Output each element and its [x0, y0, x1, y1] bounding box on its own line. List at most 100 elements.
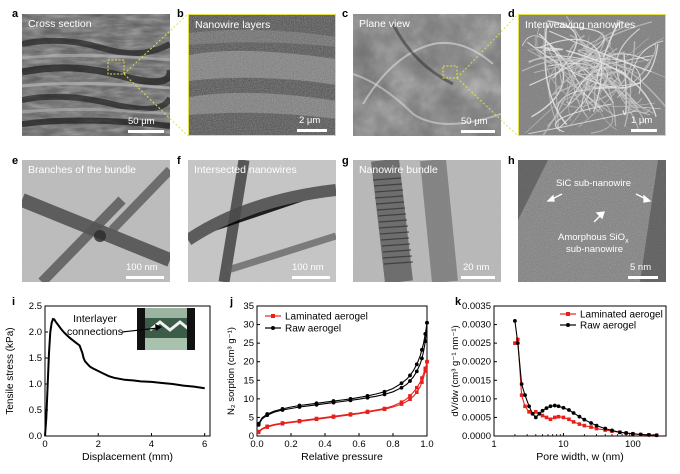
sic-label: SiC sub-nanowire: [556, 178, 631, 189]
nanowire-strand: [550, 47, 601, 62]
data-point: [420, 376, 424, 380]
x-tick-label: 0.2: [284, 439, 297, 450]
panel-label-h: h: [508, 155, 515, 167]
data-point: [548, 417, 553, 422]
data-point: [552, 403, 557, 408]
data-point: [265, 424, 269, 429]
y-tick-label: 0.0025: [462, 338, 491, 349]
scale-text-d: 1 μm: [631, 115, 653, 126]
scale-bar-c: [461, 130, 495, 133]
nanowire-strand: [527, 41, 659, 89]
panel-d-title: Interweaving nanowires: [525, 19, 636, 31]
data-point: [556, 404, 561, 409]
nanowire-strand: [548, 30, 652, 73]
panel-label-b: b: [177, 8, 184, 20]
micrograph-a-cross-section: Cross section 50 μm: [22, 14, 170, 136]
sio2-label-line2: sub-nanowire: [566, 244, 624, 255]
nanowire-strand: [543, 24, 656, 107]
micrograph-g-bundle: Nanowire bundle 20 nm: [353, 160, 501, 282]
data-point: [594, 423, 599, 428]
data-point: [552, 415, 557, 420]
sio2-label-line1: Amorphous SiOx: [558, 232, 629, 245]
inset-photo-bottom: [137, 338, 195, 350]
y-tick-label: 0.0030: [462, 320, 491, 331]
data-point: [617, 430, 622, 435]
data-point: [256, 421, 261, 426]
x-tick-label: 2: [96, 439, 101, 450]
data-point: [523, 393, 527, 398]
y-tick-label: 1.0: [29, 379, 42, 390]
y-tick-label: 35: [243, 301, 254, 312]
data-point: [399, 381, 404, 386]
data-point: [594, 426, 599, 431]
data-point: [567, 408, 571, 412]
scale-text-c: 50 μm: [461, 116, 488, 127]
x-axis-label: Pore width, w (nm): [536, 451, 624, 463]
data-point: [519, 393, 524, 397]
data-point: [280, 421, 285, 425]
data-point: [415, 385, 419, 390]
data-point: [577, 414, 582, 419]
data-point: [415, 390, 419, 394]
x-tick-label: 1.0: [420, 439, 433, 450]
data-point: [297, 403, 302, 408]
data-point: [523, 404, 527, 409]
data-point: [544, 406, 549, 411]
nanowire-strand: [603, 35, 619, 64]
data-point: [348, 396, 353, 401]
y-axis-label: Tensile stress (kPa): [5, 327, 16, 414]
data-point: [556, 414, 561, 419]
micrograph-c-plane-view: Plane view 50 μm: [353, 14, 501, 136]
interweaving-nanowires-texture: [519, 15, 665, 135]
chart-k-pore: 1 10 100 0.0000 0.0005 0.0010 0.0015 0.0020 0.00…: [450, 301, 667, 463]
intersected-texture: [188, 160, 336, 282]
scale-bar-b: [297, 129, 327, 132]
y-tick-label: 0.0015: [462, 375, 491, 386]
y-tick-label: 5: [249, 412, 254, 423]
x-tick-label: 6: [202, 439, 207, 450]
legend-label: Laminated aerogel: [285, 312, 368, 323]
y-tick-label: 0.0010: [462, 394, 491, 405]
nanowire-strand: [577, 55, 654, 76]
x-tick-label: 10: [558, 439, 569, 450]
nanowire-layers-texture: [189, 15, 335, 135]
nanowire-strand: [525, 55, 611, 134]
scale-bar-g: [461, 276, 495, 279]
data-point: [399, 402, 404, 406]
sio2-label-main: Amorphous SiO: [558, 232, 626, 243]
x-tick-label: 4: [149, 439, 154, 450]
chart-j-sorption: 0.0 0.2 0.4 0.6 0.8 1.0 0 5 10 15 20 25 30 35 Relative…: [226, 301, 434, 463]
data-point: [314, 416, 319, 421]
y-tick-label: 10: [243, 394, 254, 405]
scale-text-g: 20 nm: [463, 262, 490, 273]
branches-texture: [22, 160, 170, 282]
data-point: [423, 366, 428, 371]
micrograph-f-intersected: Intersected nanowires 100 nm: [188, 160, 336, 282]
panel-a-title: Cross section: [28, 18, 92, 30]
nanowire-strand: [566, 79, 603, 112]
y-tick-label: 15: [243, 375, 254, 386]
scale-text-f: 100 nm: [292, 262, 324, 273]
data-point: [265, 412, 270, 416]
legend-marker: [271, 326, 275, 330]
x-tick-label: 0.6: [352, 439, 365, 450]
data-point: [534, 410, 538, 414]
data-point: [537, 411, 542, 416]
data-point: [603, 426, 608, 431]
scale-bar-e: [126, 276, 164, 279]
annotation-line2: connections: [67, 326, 123, 338]
micrograph-h-hrtem: SiC sub-nanowire Amorphous SiOx sub-nano…: [518, 160, 666, 282]
scale-bar-h: [628, 276, 658, 279]
nanowire-strand: [544, 22, 568, 125]
y-tick-label: 0.5: [29, 405, 42, 416]
nanowire-strand: [534, 36, 647, 69]
y-tick-label: 20: [243, 357, 254, 368]
data-point: [408, 373, 412, 378]
panel-label-d: d: [508, 8, 515, 20]
plot-frame: [44, 305, 211, 437]
data-point: [544, 415, 549, 420]
desorption-line: [258, 361, 428, 432]
data-point: [561, 415, 566, 420]
data-point: [408, 379, 412, 383]
data-point: [382, 406, 387, 411]
